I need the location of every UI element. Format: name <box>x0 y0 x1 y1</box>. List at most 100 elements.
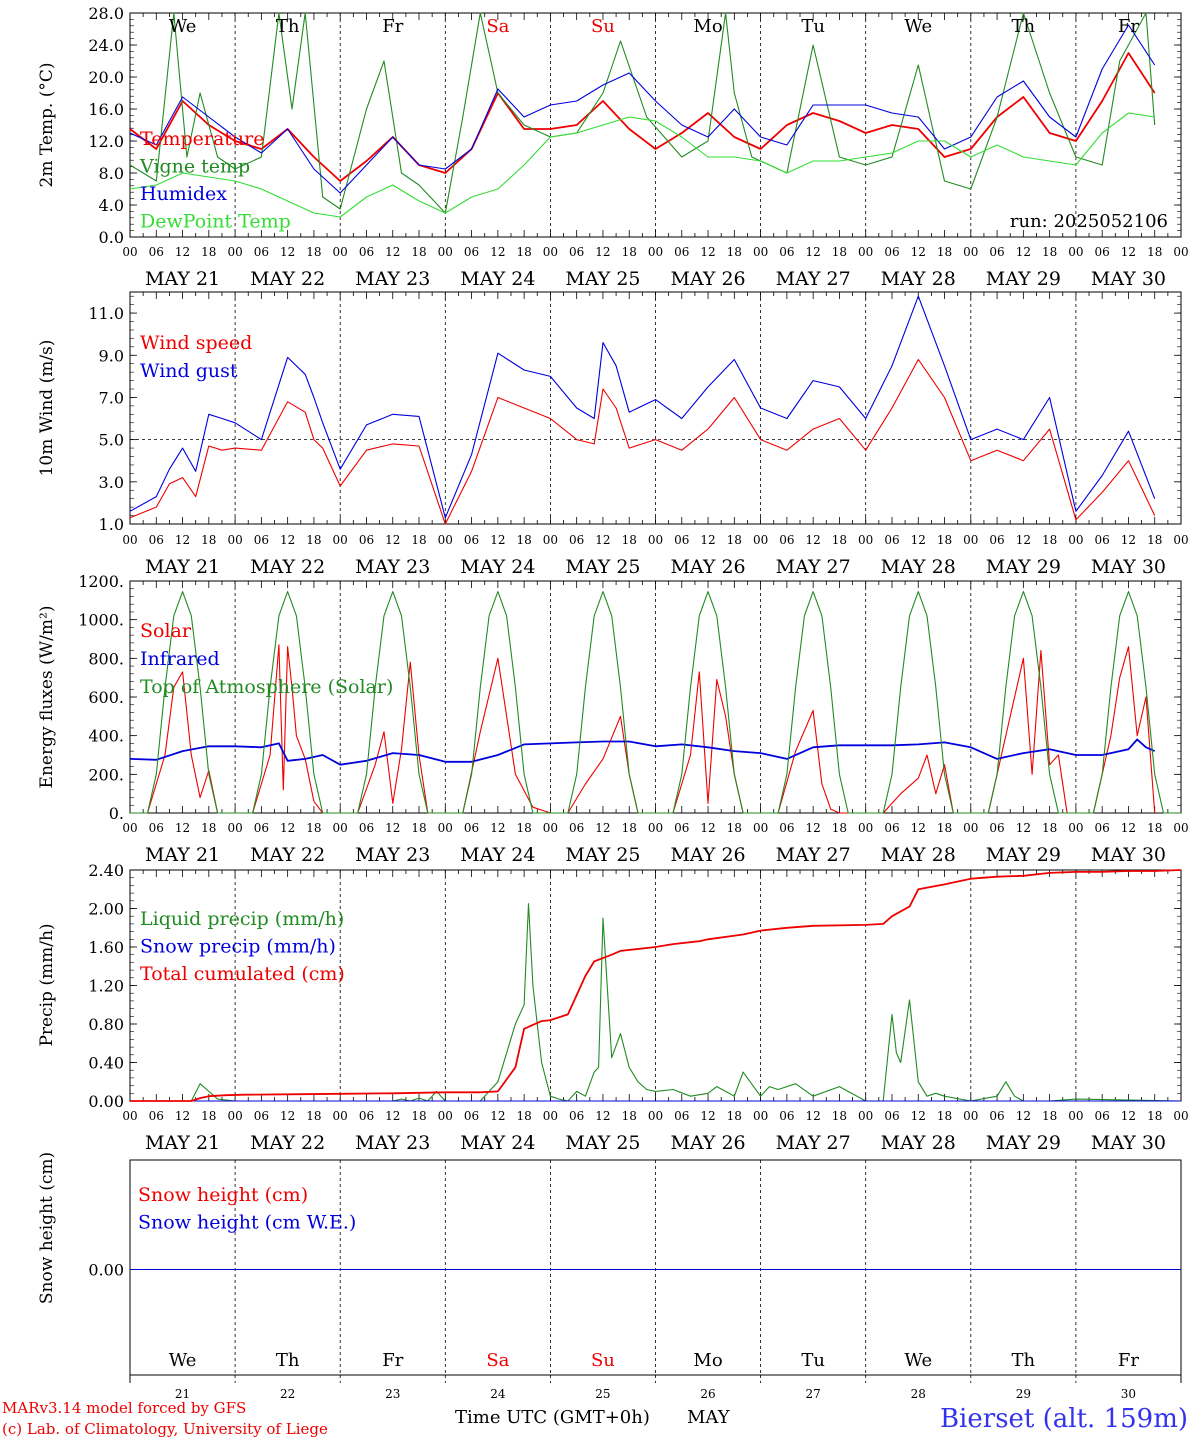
legend-entry: Snow precip (mm/h) <box>140 936 336 958</box>
hour-tick-label: 00 <box>122 533 137 547</box>
hour-tick-label: 06 <box>779 821 794 835</box>
y-tick-label: 1.60 <box>88 938 124 957</box>
hour-tick-label: 12 <box>385 533 400 547</box>
hour-tick-label: 12 <box>595 821 610 835</box>
hour-tick-label: 18 <box>622 533 637 547</box>
hour-tick-label: 00 <box>1173 245 1188 259</box>
date-label: MAY 22 <box>250 556 325 578</box>
y-tick-label: 24.0 <box>88 36 124 55</box>
hour-tick-label: 18 <box>516 533 531 547</box>
hour-tick-label: 06 <box>779 1109 794 1123</box>
hour-tick-label: 12 <box>806 1109 821 1123</box>
hour-tick-label: 00 <box>122 1109 137 1123</box>
y-tick-label: 28.0 <box>88 4 124 23</box>
hour-tick-label: 00 <box>648 533 663 547</box>
legend-entry: Solar <box>140 620 192 642</box>
weekday-label: Th <box>276 16 300 37</box>
weekday-label: Mo <box>693 16 722 37</box>
weekday-label-bottom: Tu <box>801 1350 825 1371</box>
weekday-label: Sa <box>486 16 509 37</box>
date-label: MAY 30 <box>1091 268 1166 290</box>
hour-tick-label: 06 <box>674 245 689 259</box>
weekday-label-bottom: Th <box>1012 1350 1036 1371</box>
hour-tick-label: 06 <box>779 245 794 259</box>
y-axis-label: Precip (mm/h) <box>37 923 57 1046</box>
date-label: MAY 25 <box>565 268 640 290</box>
hour-tick-label: 00 <box>753 533 768 547</box>
station-label: Bierset (alt. 159m) <box>940 1404 1188 1434</box>
hour-tick-label: 18 <box>622 245 637 259</box>
date-label: MAY 21 <box>145 556 220 578</box>
date-label: MAY 21 <box>145 844 220 866</box>
y-tick-label: 9.0 <box>99 346 124 365</box>
hour-tick-label: 06 <box>149 821 164 835</box>
panel-5: 0.00 Snow height (cm) Snow height (cm) Snow… <box>37 1152 1182 1376</box>
hour-tick-label: 12 <box>911 1109 926 1123</box>
date-label: MAY 22 <box>250 844 325 866</box>
hour-tick-label: 12 <box>280 533 295 547</box>
y-tick-label: 1000. <box>78 611 124 630</box>
hour-tick-label: 00 <box>438 821 453 835</box>
hour-tick-label: 12 <box>280 1109 295 1123</box>
hour-tick-label: 12 <box>1121 533 1136 547</box>
date-label: MAY 30 <box>1091 1132 1166 1154</box>
series-line-total-cumulated-cm <box>130 869 1182 1102</box>
date-label: MAY 25 <box>565 556 640 578</box>
hour-tick-label: 12 <box>806 245 821 259</box>
weekday-label: We <box>904 16 932 37</box>
hour-tick-label: 12 <box>700 821 715 835</box>
hour-tick-label: 18 <box>727 533 742 547</box>
hour-tick-label: 00 <box>858 1109 873 1123</box>
hour-tick-label: 18 <box>937 1109 952 1123</box>
weekday-label: We <box>169 16 197 37</box>
x-axis-month: MAY <box>687 1407 731 1428</box>
y-axis-label: Energy fluxes (W/m²) <box>37 606 57 789</box>
hour-tick-label: 00 <box>333 1109 348 1123</box>
day-number: 21 <box>175 1387 190 1401</box>
hour-tick-label: 18 <box>516 1109 531 1123</box>
hour-tick-label: 12 <box>911 533 926 547</box>
hour-tick-label: 18 <box>411 533 426 547</box>
y-tick-label: 1.20 <box>88 977 124 996</box>
hour-tick-label: 06 <box>359 821 374 835</box>
date-label: MAY 23 <box>355 556 430 578</box>
y-tick-label: 2.00 <box>88 900 124 919</box>
hour-tick-label: 18 <box>727 1109 742 1123</box>
hour-tick-label: 12 <box>700 245 715 259</box>
hour-tick-label: 06 <box>884 821 899 835</box>
date-label: MAY 23 <box>355 1132 430 1154</box>
day-number: 28 <box>911 1387 926 1401</box>
y-tick-label: 0.40 <box>88 1054 124 1073</box>
model-credit: MARv3.14 model forced by GFS <box>2 1399 246 1417</box>
series-line-vigne-temp <box>129 12 1156 214</box>
hour-tick-label: 00 <box>438 533 453 547</box>
series-line-wind-gust <box>129 295 1156 519</box>
date-label: MAY 28 <box>881 844 956 866</box>
date-label: MAY 24 <box>460 1132 535 1154</box>
hour-tick-label: 00 <box>1068 1109 1083 1123</box>
y-tick-label: 200. <box>88 765 124 784</box>
date-label: MAY 29 <box>986 844 1061 866</box>
hour-tick-label: 12 <box>595 533 610 547</box>
hour-tick-label: 12 <box>490 1109 505 1123</box>
hour-tick-label: 06 <box>989 533 1004 547</box>
hour-tick-label: 00 <box>1173 821 1188 835</box>
date-label: MAY 23 <box>355 268 430 290</box>
hour-tick-label: 12 <box>911 821 926 835</box>
hour-tick-label: 00 <box>543 533 558 547</box>
hour-tick-label: 00 <box>648 1109 663 1123</box>
hour-tick-label: 18 <box>1042 1109 1057 1123</box>
hour-tick-label: 18 <box>411 245 426 259</box>
hour-tick-label: 18 <box>832 821 847 835</box>
hour-tick-label: 06 <box>884 1109 899 1123</box>
y-tick-label: 11.0 <box>88 304 124 323</box>
hour-tick-label: 12 <box>490 533 505 547</box>
hour-tick-label: 12 <box>1121 821 1136 835</box>
y-tick-label: 4.0 <box>99 196 124 215</box>
hour-tick-label: 00 <box>122 245 137 259</box>
hour-tick-label: 00 <box>963 245 978 259</box>
hour-tick-label: 18 <box>937 821 952 835</box>
series-line-humidex <box>129 24 1156 194</box>
hour-tick-label: 00 <box>1068 821 1083 835</box>
